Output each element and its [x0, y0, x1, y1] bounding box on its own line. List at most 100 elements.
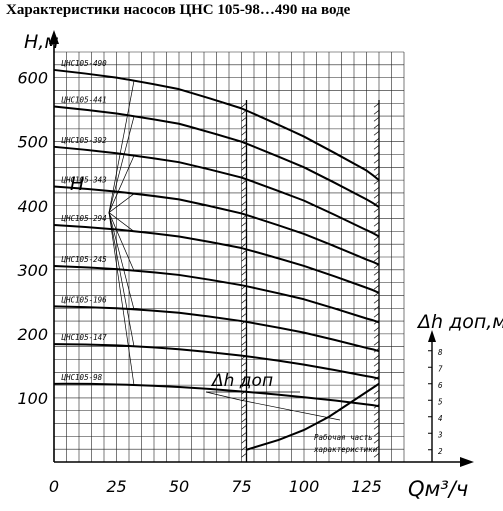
x-axis-label: Qм³/ч: [408, 477, 468, 501]
head-curve: [53, 382, 380, 408]
head-curve: [53, 145, 380, 238]
y-tick-label: 600: [17, 69, 48, 88]
working-zone-hatch: [241, 431, 247, 437]
working-zone-hatch: [373, 445, 380, 451]
working-zone-hatch: [241, 417, 247, 423]
head-curve: [53, 185, 380, 266]
working-zone-hatch: [241, 130, 247, 136]
working-zone-hatch: [241, 200, 247, 206]
working-zone-hatch: [241, 263, 247, 269]
working-zone-hatch: [241, 277, 247, 283]
working-zone-hatch: [241, 242, 247, 248]
working-zone-hatch: [373, 144, 380, 150]
working-zone-hatch: [373, 116, 380, 122]
working-zone-hatch: [241, 403, 247, 409]
working-zone-hatch: [373, 354, 380, 360]
working-zone-hatch: [373, 151, 380, 157]
working-zone-hatch: [373, 410, 380, 416]
working-zone-hatch: [373, 165, 380, 171]
working-zone-hatch: [241, 305, 247, 311]
working-zone-hatch: [241, 228, 247, 234]
npsh-curve: [246, 382, 380, 451]
working-zone-hatch: [241, 116, 247, 122]
npsh-leader: [205, 391, 241, 401]
working-zone-hatch: [241, 179, 247, 185]
working-zone-hatch: [241, 165, 247, 171]
y-tick-label: 500: [17, 133, 48, 152]
head-curve: [53, 264, 380, 324]
working-zone-label-2: характеристики: [313, 445, 378, 454]
working-zone-hatch: [241, 326, 247, 332]
series-label: ЦНС105-147: [61, 333, 108, 342]
series-label: ЦНС105-245: [61, 255, 108, 264]
working-zone-hatch: [241, 452, 247, 458]
working-zone-hatch: [373, 277, 380, 283]
working-zone-hatch: [373, 361, 380, 367]
working-zone-hatch: [373, 256, 380, 262]
working-zone-hatch: [373, 326, 380, 332]
npsh-curve-label: Δh доп: [210, 371, 273, 391]
working-zone-hatch: [373, 270, 380, 276]
working-zone-hatch: [241, 410, 247, 416]
y-tick-label: 400: [17, 197, 48, 216]
working-zone-hatch: [241, 333, 247, 339]
working-zone-hatch: [373, 102, 380, 108]
working-zone-hatch: [373, 340, 380, 346]
working-zone-hatch: [373, 298, 380, 304]
head-curve: [53, 305, 380, 353]
working-zone-hatch: [241, 438, 247, 444]
npsh-tick-label: 7: [438, 364, 443, 373]
working-zone-hatch: [373, 221, 380, 227]
working-zone-hatch: [241, 221, 247, 227]
leader-line: [108, 212, 135, 310]
y-tick-label: 100: [17, 389, 48, 408]
working-zone-hatch: [241, 214, 247, 220]
grid: [54, 51, 405, 462]
head-curve: [53, 105, 380, 208]
working-zone-hatch: [241, 270, 247, 276]
x-tick-label: 75: [231, 477, 251, 496]
npsh-leader: [239, 399, 341, 421]
working-zone-hatch: [373, 389, 380, 395]
working-zone-hatch: [241, 102, 247, 108]
working-zone-hatch: [241, 382, 247, 388]
head-curve-label: Н: [70, 173, 84, 195]
leader-line: [108, 155, 135, 213]
leader-line: [108, 212, 135, 347]
npsh-tick-label: 3: [437, 430, 443, 439]
x-tick-label: 0: [49, 477, 59, 496]
working-zone-hatch: [373, 417, 380, 423]
working-zone-hatch: [241, 235, 247, 241]
x-tick-label: 50: [169, 477, 189, 496]
leader-line: [108, 116, 135, 213]
working-zone-hatch: [373, 109, 380, 115]
y-axis-arrow: [49, 30, 59, 44]
working-zone-hatch: [373, 179, 380, 185]
head-curve: [53, 343, 380, 380]
npsh-tick-label: 8: [438, 348, 443, 357]
working-zone-hatch: [241, 291, 247, 297]
working-zone-hatch: [373, 333, 380, 339]
working-zone-hatch: [373, 158, 380, 164]
working-zone-hatch: [241, 151, 247, 157]
working-zone-hatch: [373, 424, 380, 430]
working-zone-hatch: [241, 207, 247, 213]
working-zone-hatch: [373, 305, 380, 311]
working-zone-hatch: [373, 186, 380, 192]
leader-line: [108, 212, 135, 386]
working-zone-hatch: [373, 123, 380, 129]
working-zone-hatch: [373, 228, 380, 234]
working-zone-label-1: Рабочая часть: [314, 433, 373, 442]
head-curve: [53, 68, 380, 181]
y-tick-label: 300: [17, 261, 48, 280]
working-zone-hatch: [241, 312, 247, 318]
series-label: ЦНС105-196: [61, 295, 108, 304]
series-label: ЦНС105-98: [61, 373, 103, 382]
working-zone-hatch: [373, 130, 380, 136]
series-label: ЦНС105-343: [61, 176, 108, 185]
working-zone-hatch: [241, 375, 247, 381]
series-label: ЦНС105-294: [61, 214, 107, 223]
npsh-tick-label: 5: [438, 397, 443, 406]
npsh-tick-label: 2: [438, 447, 443, 456]
